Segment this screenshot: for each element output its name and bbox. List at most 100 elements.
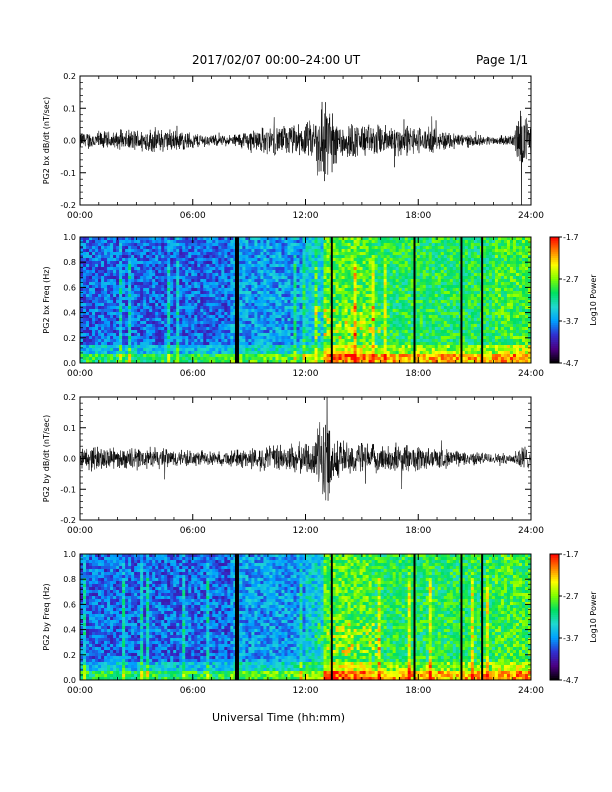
spectrogram-cell: [92, 312, 96, 316]
spectrogram-cell: [80, 267, 84, 271]
spectrogram-cell: [377, 270, 382, 274]
spectrogram-cell: [188, 246, 192, 250]
spectrogram-cell: [347, 243, 351, 247]
spectrogram-cell: [242, 276, 246, 280]
spectrogram-cell: [263, 270, 267, 274]
spectrogram-cell: [125, 294, 129, 298]
spectrogram-cell: [350, 333, 355, 337]
spectrogram-cell: [320, 285, 324, 289]
spectrogram-cell: [407, 357, 412, 361]
spectrogram-cell: [266, 339, 270, 343]
spectrogram-cell: [173, 237, 177, 241]
spectrogram-cell: [299, 267, 303, 271]
spectrogram-cell: [317, 258, 321, 262]
spectrogram-cell: [350, 261, 355, 265]
spectrogram-cell: [113, 345, 117, 349]
spectrogram-cell: [131, 264, 135, 268]
spectrogram-cell: [185, 288, 189, 292]
spectrogram-cell: [191, 324, 195, 328]
spectrogram-cell: [374, 315, 379, 319]
spectrogram-cell: [137, 327, 141, 331]
spectrogram-cell: [113, 258, 117, 262]
spectrogram-cell: [221, 249, 225, 253]
spectrogram-cell: [128, 315, 132, 319]
spectrogram-cell: [95, 237, 99, 241]
spectrogram-cell: [251, 243, 255, 247]
spectrogram-cell: [194, 282, 198, 286]
spectrogram-cell: [173, 267, 177, 271]
spectrogram-cell: [257, 357, 261, 361]
spectrogram-cell: [287, 339, 291, 343]
spectrogram-cell: [113, 279, 117, 283]
spectrogram-cell: [131, 255, 135, 259]
spectrogram-cell: [410, 330, 415, 334]
spectrogram-cell: [95, 249, 99, 253]
spectrogram-cell: [239, 237, 243, 241]
spectrogram-cell: [386, 243, 391, 247]
spectrogram-cell: [365, 303, 370, 307]
spectrogram-cell: [290, 354, 294, 358]
spectrogram-cell: [281, 345, 285, 349]
spectrogram-cell: [401, 321, 406, 325]
spectrogram-cell: [206, 285, 210, 289]
spectrogram-cell: [128, 279, 132, 283]
spectrogram-cell: [110, 360, 114, 364]
spectrogram-cell: [203, 297, 207, 301]
spectrogram-cell: [362, 297, 367, 301]
spectrogram-cell: [254, 264, 258, 268]
spectrogram-cell: [131, 282, 135, 286]
spectrogram-cell: [248, 345, 252, 349]
spectrogram-cell: [248, 267, 252, 271]
spectrogram-cell: [89, 255, 93, 259]
spectrogram-cell: [143, 258, 147, 262]
spectrogram-cell: [179, 315, 183, 319]
spectrogram-cell: [269, 246, 273, 250]
spectrogram-cell: [179, 309, 183, 313]
spectrogram-cell: [263, 273, 267, 277]
spectrogram-cell: [194, 267, 198, 271]
spectrogram-cell: [170, 291, 174, 295]
spectrogram-cell: [392, 249, 397, 253]
spectrogram-cell: [179, 357, 183, 361]
spectrogram-cell: [200, 348, 204, 352]
spectrogram-cell: [239, 261, 243, 265]
spectrogram-cell: [341, 246, 345, 250]
spectrogram-cell: [359, 255, 364, 259]
spectrogram-cell: [344, 357, 348, 361]
spectrogram-cell: [83, 240, 87, 244]
spectrogram-cell: [275, 252, 279, 256]
spectrogram-cell: [89, 336, 93, 340]
spectrogram-cell: [146, 351, 150, 355]
spectrogram-cell: [191, 249, 195, 253]
spectrogram-cell: [278, 303, 282, 307]
spectrogram-cell: [392, 330, 397, 334]
spectrogram-cell: [101, 321, 105, 325]
spectrogram-cell: [419, 348, 424, 352]
spectrogram-cell: [284, 264, 288, 268]
spectrogram-cell: [326, 255, 330, 259]
spectrogram-cell: [341, 249, 345, 253]
spectrogram-cell: [326, 297, 330, 301]
spectrogram-cell: [242, 354, 246, 358]
spectrogram-cell: [392, 261, 397, 265]
spectrogram-cell: [215, 336, 219, 340]
spectrogram-cell: [296, 333, 300, 337]
spectrogram-cell: [287, 342, 291, 346]
spectrogram-cell: [335, 348, 339, 352]
spectrogram-cell: [407, 312, 412, 316]
spectrogram-cell: [161, 270, 165, 274]
spectrogram-cell: [92, 252, 96, 256]
spectrogram-cell: [245, 249, 249, 253]
spectrogram-cell: [308, 318, 312, 322]
spectrogram-cell: [128, 306, 132, 310]
spectrogram-cell: [353, 246, 358, 250]
spectrogram-cell: [155, 288, 159, 292]
spectrogram-cell: [269, 243, 273, 247]
spectrogram-cell: [302, 264, 306, 268]
spectrogram-cell: [110, 264, 114, 268]
spectrogram-cell: [155, 339, 159, 343]
spectrogram-cell: [158, 264, 162, 268]
spectrogram-cell: [119, 273, 123, 277]
spectrogram-cell: [338, 240, 342, 244]
spectrogram-cell: [311, 312, 315, 316]
